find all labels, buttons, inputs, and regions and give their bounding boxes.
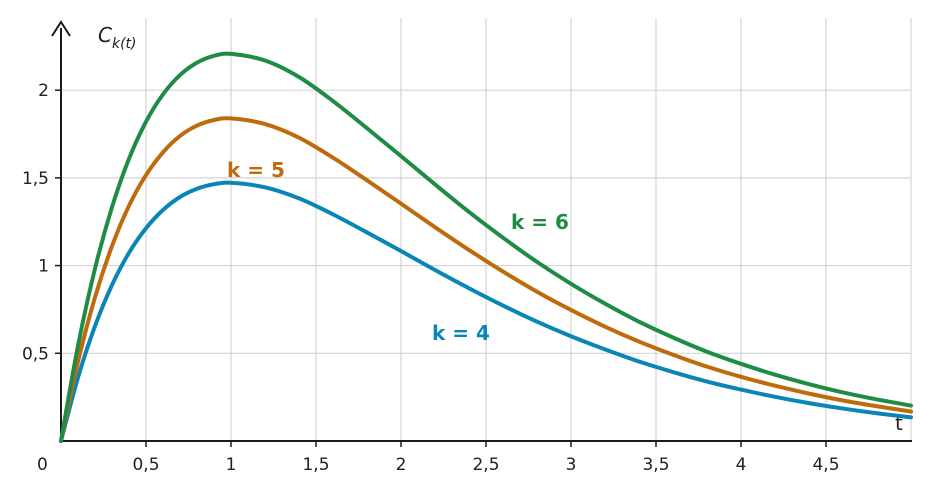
x-axis-title: t bbox=[895, 411, 903, 435]
x-tick-label: 3 bbox=[566, 455, 577, 475]
origin-label: 0 bbox=[37, 455, 48, 475]
x-tick-label: 4,5 bbox=[812, 455, 839, 475]
x-tick-label: 4 bbox=[736, 455, 747, 475]
series-lines bbox=[59, 51, 913, 443]
series-line-k5 bbox=[59, 116, 913, 443]
x-tick-label: 1 bbox=[226, 455, 237, 475]
y-axis-arrow-icon bbox=[51, 20, 71, 37]
series-label-k6: k = 6 bbox=[511, 210, 569, 234]
y-tick-labels: 0,5 1 1,5 2 bbox=[22, 81, 61, 364]
y-tick-label: 0,5 bbox=[22, 344, 49, 364]
x-tick-label: 2,5 bbox=[472, 455, 499, 475]
series-label-k4: k = 4 bbox=[432, 321, 490, 345]
series-labels: k = 4 k = 5 k = 6 bbox=[227, 158, 569, 345]
x-tick-label: 2 bbox=[396, 455, 407, 475]
x-tick-label: 3,5 bbox=[642, 455, 669, 475]
series-label-k5: k = 5 bbox=[227, 158, 285, 182]
series-line-k6 bbox=[59, 51, 913, 443]
y-tick-label: 2 bbox=[38, 81, 49, 101]
grid bbox=[61, 18, 912, 441]
y-tick-label: 1 bbox=[38, 257, 49, 277]
x-tick-label: 0,5 bbox=[132, 455, 159, 475]
x-tick-label: 1,5 bbox=[302, 455, 329, 475]
x-tick-labels: 0,5 1 1,5 2 2,5 3 3,5 4 4,5 bbox=[132, 441, 840, 475]
y-tick-label: 1,5 bbox=[22, 169, 49, 189]
series-line-k4 bbox=[59, 180, 913, 443]
y-axis-title: Ck(t) bbox=[98, 23, 137, 52]
